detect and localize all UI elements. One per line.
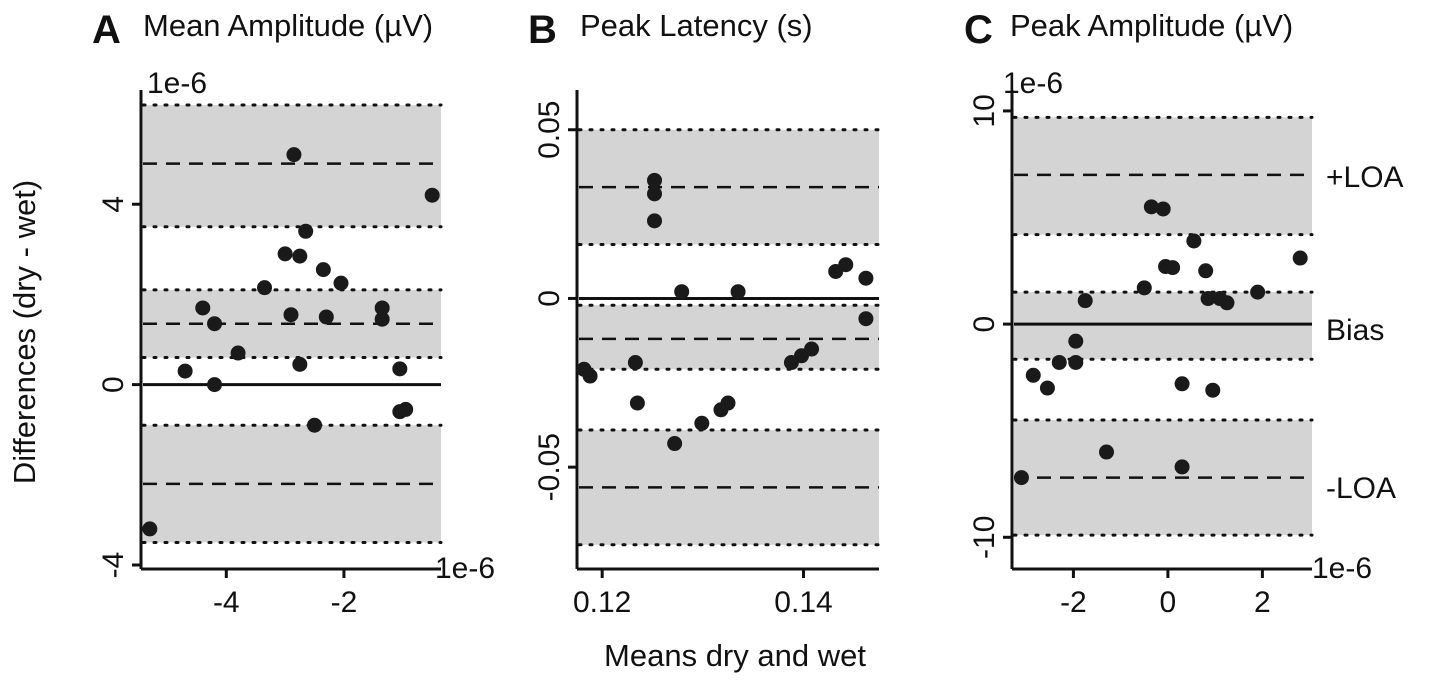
panel-a-data-point [374,300,390,316]
panel-a-data-point [298,223,314,239]
panel-c-x-tick-label: -2 [1060,586,1087,619]
panel-a-data-point [230,345,246,361]
panel-a-x-multiplier: 1e-6 [435,552,495,585]
panel-c-peak-amplitude: C Peak Amplitude (µV) 1e-6 1e-6 +LOA Bia… [964,8,1404,619]
panel-a-data-point [257,280,273,296]
panel-a-mean-amplitude: A Mean Amplitude (µV) 1e-6 1e-6 -4 0 4 -4 -2 [92,8,495,619]
panel-c-data-point [1174,376,1190,392]
panel-c-data-point [1039,380,1055,396]
panel-a-data-point [283,307,299,323]
panel-c-data-point [1198,263,1214,279]
panel-c-title: Peak Amplitude (µV) [1010,8,1293,43]
panel-c-label-lower-loa: -LOA [1326,472,1396,505]
panel-b-data-point [647,213,663,229]
panel-c-letter: C [964,8,993,52]
panel-b-data-point [627,355,643,371]
panel-c-data-point [1219,295,1235,311]
panel-a-y-tick-label: 0 [97,376,130,393]
panel-c-y-tick-label: 0 [968,316,1001,333]
panel-b-x-tick-label: 0.14 [774,586,832,619]
panel-a-data-point [177,363,193,379]
panel-c-label-bias: Bias [1326,314,1384,347]
panel-a-data-point [207,316,223,332]
panel-a-x-tick-label: -2 [331,586,358,619]
panel-a-data-point [292,248,308,264]
panel-c-data-point [1136,280,1152,296]
panel-b-data-point [838,257,854,273]
panel-a-letter: A [92,8,121,52]
panel-c-data-point [1025,367,1041,383]
x-axis-title: Means dry and wet [604,638,866,673]
panel-c-data-point [1165,260,1181,276]
panel-a-y-multiplier: 1e-6 [147,67,207,100]
panel-b-bias-ci-band [579,305,879,370]
panel-b-letter: B [528,8,557,52]
panel-b-data-point [582,368,598,384]
panel-b-x-tick-label: 0.12 [573,586,631,619]
panel-a-data-point [195,300,211,316]
panel-a-data-point [315,262,331,278]
panel-a-title: Mean Amplitude (µV) [143,8,433,43]
panel-b-y-tick-label: -0.05 [533,433,566,501]
panel-c-data-point [1013,470,1029,486]
panel-a-data-point [292,356,308,372]
panel-a-data-point [392,361,408,377]
panel-c-x-multiplier: 1e-6 [1312,552,1372,585]
panel-a-data-point [277,246,293,262]
panel-c-x-tick-label: 0 [1160,586,1177,619]
panel-b-peak-latency: B Peak Latency (s) -0.05 0 0.05 0.12 0.14 [528,8,881,619]
panel-c-data-point [1205,382,1221,398]
panel-c-data-point [1068,354,1084,370]
panel-b-data-point [730,284,746,300]
panel-a-upper-loa-ci-band [143,105,441,227]
panel-b-data-point [647,186,663,202]
panel-a-data-point [333,275,349,291]
panel-b-data-point [667,436,683,452]
panel-c-data-point [1174,459,1190,475]
panel-a-data-point [398,401,414,417]
panel-c-data-point [1051,354,1067,370]
panel-b-data-point [858,270,874,286]
panel-a-x-tick-label: -4 [213,586,240,619]
panel-b-title: Peak Latency (s) [580,8,813,43]
panel-c-x-tick-label: 2 [1254,586,1271,619]
panel-b-data-point [720,395,736,411]
y-axis-title: Differences (dry - wet) [7,180,42,484]
panel-c-data-point [1155,201,1171,217]
panel-b-y-tick-label: 0.05 [533,101,566,159]
panel-c-y-tick-label: 10 [968,94,1001,127]
panel-b-plot-area: -0.05 0 0.05 0.12 0.14 [533,90,881,619]
panel-c-data-point [1143,199,1159,215]
panel-b-data-point [858,311,874,327]
panel-b-data-point [674,284,690,300]
panel-a-data-point [318,309,334,325]
panel-c-data-point [1200,291,1216,307]
panel-b-data-point [694,415,710,431]
panel-c-data-point [1068,333,1084,349]
panel-a-data-point [307,417,323,433]
panel-a-y-tick-label: 4 [97,196,130,213]
panel-c-data-point [1077,293,1093,309]
panel-c-plot-area: -10 0 10 -2 0 2 [968,90,1314,619]
panel-c-data-point [1098,444,1114,460]
panel-c-data-point [1292,250,1308,266]
panel-b-data-point [629,395,645,411]
panel-a-plot-area: -4 0 4 -4 -2 [97,90,443,619]
panel-c-data-point [1250,284,1266,300]
panel-b-data-point [647,172,663,188]
panel-c-label-upper-loa: +LOA [1326,161,1404,194]
panel-a-y-tick-label: -4 [97,552,130,579]
panel-c-y-tick-label: -10 [968,516,1001,559]
panel-a-data-point [207,377,223,393]
panel-a-data-point [142,521,158,537]
panel-b-data-point [804,341,820,357]
panel-c-bias-ci-band [1014,292,1312,360]
panel-a-data-point [374,311,390,327]
panel-a-data-point [424,187,440,203]
panel-c-data-point [1186,233,1202,249]
panel-a-data-point [286,147,302,163]
panel-b-y-tick-label: 0 [533,290,566,307]
